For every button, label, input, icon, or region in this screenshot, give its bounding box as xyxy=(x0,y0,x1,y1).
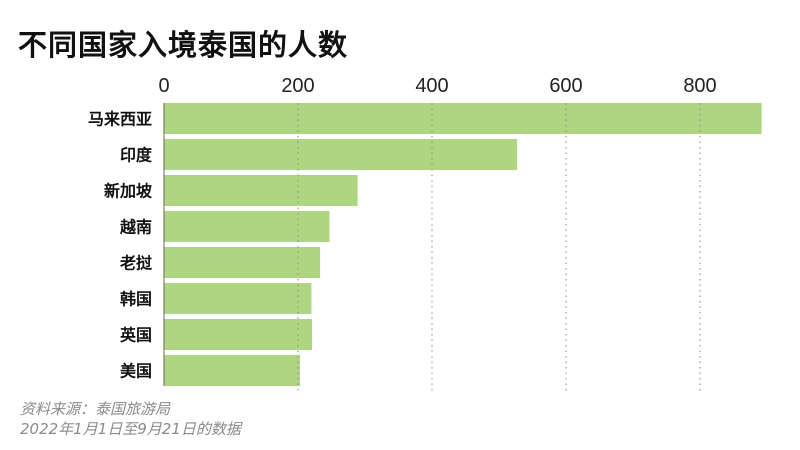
bar-越南 xyxy=(164,211,330,242)
bar-马来西亚 xyxy=(164,103,762,134)
tick-label: 800 xyxy=(683,75,716,97)
tick-label: 400 xyxy=(415,75,448,97)
bar-美国 xyxy=(164,355,301,386)
category-label: 新加坡 xyxy=(104,182,153,201)
category-label: 英国 xyxy=(119,326,152,345)
bar-英国 xyxy=(164,319,313,350)
category-label: 越南 xyxy=(119,218,152,237)
chart-title: 不同国家入境泰国的人数 xyxy=(18,28,349,62)
bar-印度 xyxy=(164,139,518,170)
category-label: 美国 xyxy=(120,362,152,381)
tick-label: 200 xyxy=(281,75,314,97)
bar-老挝 xyxy=(164,247,321,278)
category-label: 印度 xyxy=(120,146,153,165)
category-label: 马来西亚 xyxy=(88,110,152,129)
tick-label: 600 xyxy=(549,75,582,97)
source-note: 资料来源：泰国旅游局 xyxy=(20,400,171,418)
category-label: 韩国 xyxy=(120,290,152,309)
bar-新加坡 xyxy=(164,175,358,206)
tick-label: 0 xyxy=(158,75,169,97)
category-label: 老挝 xyxy=(119,254,153,273)
bar-韩国 xyxy=(164,283,312,314)
date-range-note: 2022年1月1日至9月21日的数据 xyxy=(20,420,241,438)
